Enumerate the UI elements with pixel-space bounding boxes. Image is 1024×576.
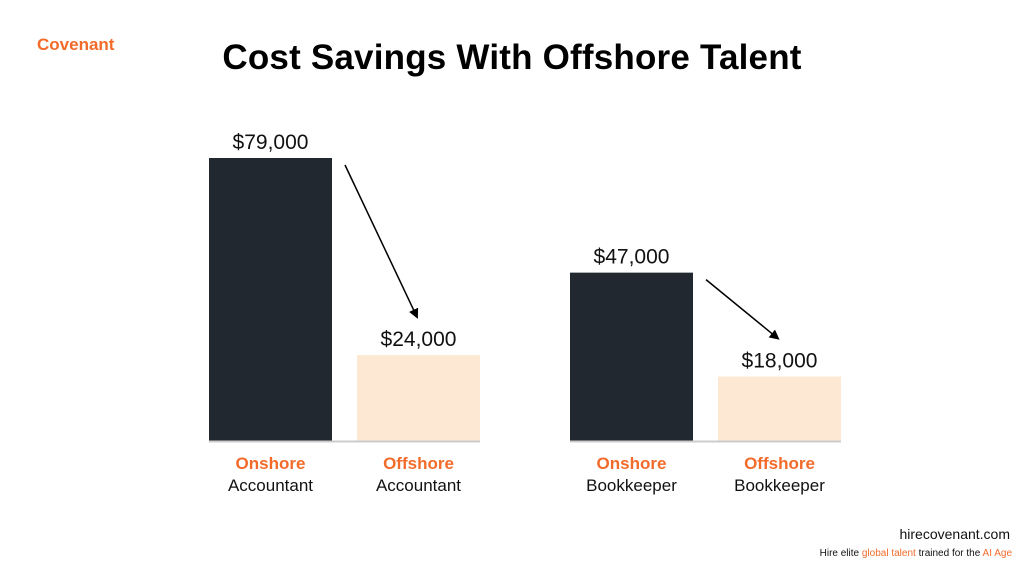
decrease-arrow-2: [705, 279, 780, 340]
tagline-part2: trained for the: [915, 548, 983, 559]
bar-offshore-accountant: [357, 355, 480, 441]
tagline-highlight-ai-age: AI Age: [982, 548, 1012, 559]
category-label-offshore: Offshore: [744, 454, 815, 473]
decrease-arrow-1: [344, 164, 419, 319]
tagline-part1: Hire elite: [819, 548, 862, 559]
value-label-onshore-bookkeeper: $47,000: [594, 246, 670, 269]
category-label-accountant: Accountant: [376, 476, 461, 495]
bar-onshore-accountant: [209, 158, 332, 441]
category-label-offshore: Offshore: [383, 454, 454, 473]
footer-tagline: Hire elite global talent trained for the…: [820, 548, 1012, 559]
category-label-onshore: Onshore: [236, 454, 306, 473]
category-label-bookkeeper: Bookkeeper: [734, 476, 825, 495]
value-label-offshore-bookkeeper: $18,000: [742, 350, 818, 373]
tagline-highlight-global-talent: global talent: [861, 548, 916, 559]
chart-title: Cost Savings With Offshore Talent: [222, 38, 802, 77]
bar-onshore-bookkeeper: [570, 272, 693, 441]
category-label-onshore: Onshore: [597, 454, 667, 473]
footer-url: hirecovenant.com: [899, 526, 1010, 542]
bar-offshore-bookkeeper: [718, 376, 841, 441]
brand-logo: Covenant: [37, 35, 115, 54]
value-label-onshore-accountant: $79,000: [233, 131, 309, 154]
value-label-offshore-accountant: $24,000: [381, 328, 457, 351]
category-label-bookkeeper: Bookkeeper: [586, 476, 677, 495]
category-label-accountant: Accountant: [228, 476, 313, 495]
